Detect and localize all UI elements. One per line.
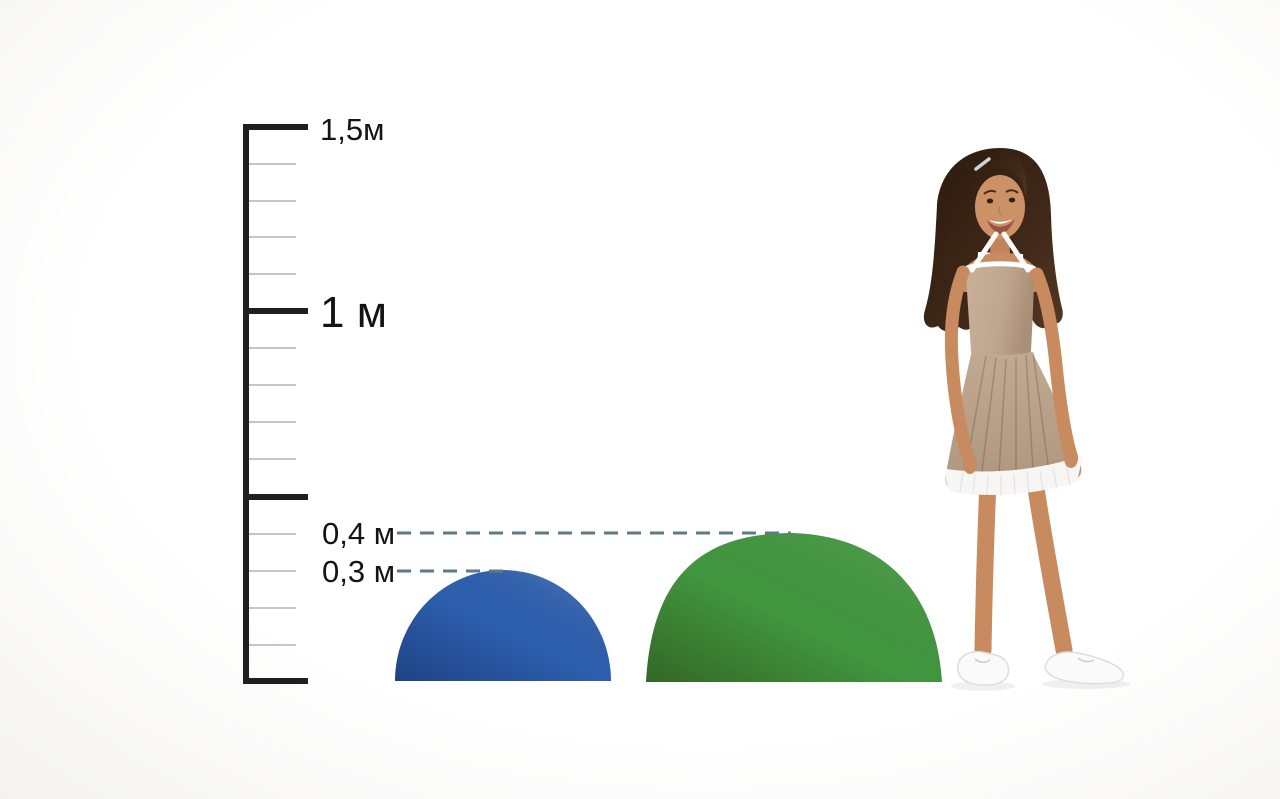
hem-pleat-line bbox=[986, 474, 989, 497]
girl-left-arm bbox=[944, 265, 975, 465]
girl-right-hand bbox=[1064, 448, 1078, 468]
girl-left-leg bbox=[974, 471, 997, 659]
hem-pleat-line bbox=[1026, 471, 1030, 494]
measuring-scale: 1,5м 1 м bbox=[243, 112, 387, 684]
girl-dress-hem-band bbox=[945, 455, 1083, 495]
girl-nose bbox=[998, 205, 1003, 216]
girl-right-arm bbox=[1030, 267, 1077, 459]
dome-large-green bbox=[646, 533, 942, 682]
girl-right-leg bbox=[1025, 466, 1073, 659]
hem-pleat-line bbox=[1039, 469, 1044, 492]
girl-eyebrow bbox=[983, 189, 997, 195]
girl-left-hand bbox=[963, 454, 977, 474]
callout-label-0-4m: 0,4 м bbox=[322, 516, 395, 551]
dome-small-blue bbox=[395, 570, 611, 681]
girl-left-shoe bbox=[957, 650, 1010, 686]
shoe-bow-detail bbox=[1077, 657, 1095, 663]
hem-pleat-line bbox=[1013, 473, 1016, 496]
hem-pleat-line bbox=[1052, 466, 1058, 490]
girl-right-shoe bbox=[1044, 651, 1125, 685]
scale-label-1m: 1 м bbox=[320, 288, 387, 337]
girl-hem-pleats bbox=[959, 462, 1071, 497]
skirt-pleat-line bbox=[997, 358, 1007, 491]
girl-eyebrow bbox=[1005, 189, 1019, 194]
girl-dress-bodice bbox=[966, 263, 1034, 357]
ruler-major-ticks bbox=[243, 124, 308, 684]
height-callouts: 0,4 м 0,3 м bbox=[322, 516, 791, 589]
girl-dress-skirt bbox=[945, 350, 1082, 494]
dome-small-shading bbox=[395, 570, 611, 681]
girl-teeth bbox=[989, 219, 1013, 224]
skirt-pleat-line bbox=[979, 357, 997, 488]
hem-pleat-line bbox=[1065, 462, 1071, 487]
skirt-pleat-line bbox=[1032, 351, 1051, 481]
scale-label-1-5m: 1,5м bbox=[320, 112, 384, 147]
ruler-minor-ticks bbox=[249, 163, 296, 646]
girl-eye bbox=[986, 198, 994, 204]
shoe-bow-detail bbox=[974, 658, 991, 663]
callout-label-0-3m: 0,3 м bbox=[322, 554, 395, 589]
girl-dress-trim bbox=[963, 261, 1037, 272]
skirt-pleat-line bbox=[1025, 354, 1035, 487]
hem-pleat-line bbox=[959, 471, 964, 493]
hem-pleat-line bbox=[972, 473, 976, 495]
girl-eye bbox=[1008, 197, 1016, 203]
girl-mouth bbox=[987, 219, 1015, 234]
girl-figure bbox=[923, 148, 1130, 691]
girl-hair-clip bbox=[974, 157, 991, 171]
dome-large-shading bbox=[646, 533, 942, 682]
